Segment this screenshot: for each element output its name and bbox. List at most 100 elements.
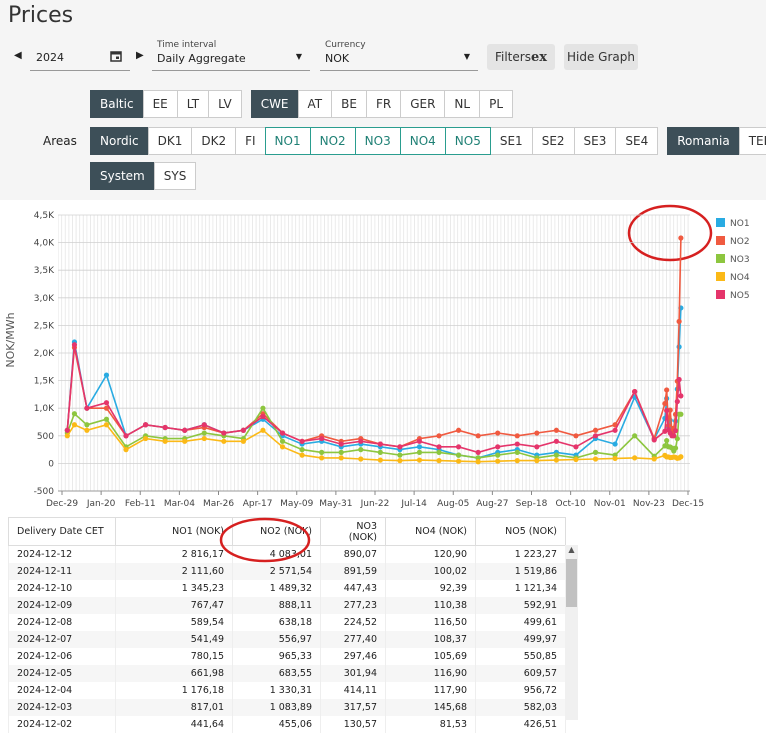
table-cell: 108,37 (386, 631, 476, 648)
area-button[interactable]: GER (400, 90, 445, 118)
scroll-thumb[interactable] (566, 559, 577, 607)
scroll-up[interactable]: ▲ (565, 545, 578, 554)
area-button[interactable]: FR (366, 90, 401, 118)
prev-year[interactable]: ◀ (14, 50, 22, 61)
y-tick-label: 3,0K (34, 294, 55, 304)
table-cell: 661,98 (116, 665, 233, 682)
area-button[interactable]: LV (208, 90, 242, 118)
data-point (182, 428, 187, 433)
data-point (260, 414, 265, 419)
table-cell: 120,90 (386, 546, 476, 564)
table-cell: 2024-12-12 (9, 546, 116, 564)
data-point (260, 406, 265, 411)
currency-select[interactable]: Currency NOK ▼ (320, 40, 478, 71)
table-cell: 277,40 (321, 631, 386, 648)
area-button[interactable]: Nordic (90, 127, 149, 155)
data-point (495, 430, 500, 435)
x-tick-label: Jul-14 (400, 499, 427, 509)
area-button[interactable]: LT (177, 90, 209, 118)
table-cell: 767,47 (116, 597, 233, 614)
next-year[interactable]: ▶ (136, 50, 144, 61)
table-cell: 1 083,89 (233, 699, 321, 716)
area-button[interactable]: NL (444, 90, 480, 118)
data-point (554, 439, 559, 444)
data-point (436, 450, 441, 455)
table-cell: 1 176,18 (116, 682, 233, 699)
filters-button[interactable]: Filtersex (487, 44, 555, 70)
table-cell: 81,53 (386, 716, 476, 733)
data-point (319, 450, 324, 455)
data-point (673, 428, 678, 433)
table-cell: 2024-12-07 (9, 631, 116, 648)
table-cell: 2024-12-06 (9, 648, 116, 665)
data-point (476, 450, 481, 455)
table-cell: 2024-12-09 (9, 597, 116, 614)
legend-label: NO3 (730, 255, 750, 265)
data-point (280, 430, 285, 435)
area-button[interactable]: NO4 (400, 127, 446, 155)
area-button[interactable]: PL (479, 90, 513, 118)
column-header: NO2 (NOK) (233, 518, 321, 546)
area-button[interactable]: DK1 (148, 127, 193, 155)
data-point (495, 459, 500, 464)
data-point (72, 422, 77, 427)
data-point (143, 436, 148, 441)
table-cell: 499,97 (476, 631, 566, 648)
area-button[interactable]: NO2 (310, 127, 356, 155)
year-picker[interactable]: 2024 (30, 44, 130, 71)
data-point (65, 428, 70, 433)
hide-graph-button[interactable]: Hide Graph (564, 44, 638, 70)
table-cell: 956,72 (476, 682, 566, 699)
area-button[interactable]: BE (331, 90, 367, 118)
area-button[interactable]: SE1 (490, 127, 533, 155)
data-point (84, 422, 89, 427)
area-button[interactable]: NO1 (265, 127, 311, 155)
area-button[interactable]: NO5 (445, 127, 491, 155)
table-cell: 447,43 (321, 580, 386, 597)
table-cell: 100,02 (386, 563, 476, 580)
time-interval-select[interactable]: Time interval Daily Aggregate ▼ (152, 40, 310, 71)
area-button[interactable]: EE (143, 90, 178, 118)
data-point (378, 450, 383, 455)
area-button[interactable]: SE2 (532, 127, 575, 155)
area-button[interactable]: SE3 (574, 127, 617, 155)
table-cell: 638,18 (233, 614, 321, 631)
x-tick-label: Mar-26 (203, 499, 234, 509)
data-point (241, 439, 246, 444)
data-point (417, 450, 422, 455)
table-cell: 890,07 (321, 546, 386, 564)
area-button[interactable]: NO3 (355, 127, 401, 155)
table-cell: 592,91 (476, 597, 566, 614)
area-button[interactable]: System (90, 162, 155, 190)
area-button[interactable]: TEL (739, 127, 766, 155)
table-cell: 2024-12-05 (9, 665, 116, 682)
data-point (358, 439, 363, 444)
table-cell: 414,11 (321, 682, 386, 699)
area-button[interactable]: SE4 (615, 127, 658, 155)
area-button[interactable]: Baltic (90, 90, 144, 118)
data-point (515, 441, 520, 446)
table-cell: 441,64 (116, 716, 233, 733)
area-button[interactable]: SYS (154, 162, 197, 190)
area-button[interactable]: Romania (667, 127, 739, 155)
data-point (673, 445, 678, 450)
x-tick-label: Apr-17 (243, 499, 273, 509)
scrollbar[interactable]: ▲ (565, 545, 578, 720)
table-cell: 891,59 (321, 563, 386, 580)
column-header: NO5 (NOK) (476, 518, 566, 546)
data-point (417, 439, 422, 444)
table-cell: 609,57 (476, 665, 566, 682)
area-button[interactable]: FI (235, 127, 265, 155)
area-button[interactable]: AT (298, 90, 333, 118)
area-button[interactable]: DK2 (191, 127, 236, 155)
table-cell: 2024-12-08 (9, 614, 116, 631)
y-tick-label: 3,5K (34, 266, 55, 276)
data-point (202, 422, 207, 427)
area-button[interactable]: CWE (251, 90, 299, 118)
